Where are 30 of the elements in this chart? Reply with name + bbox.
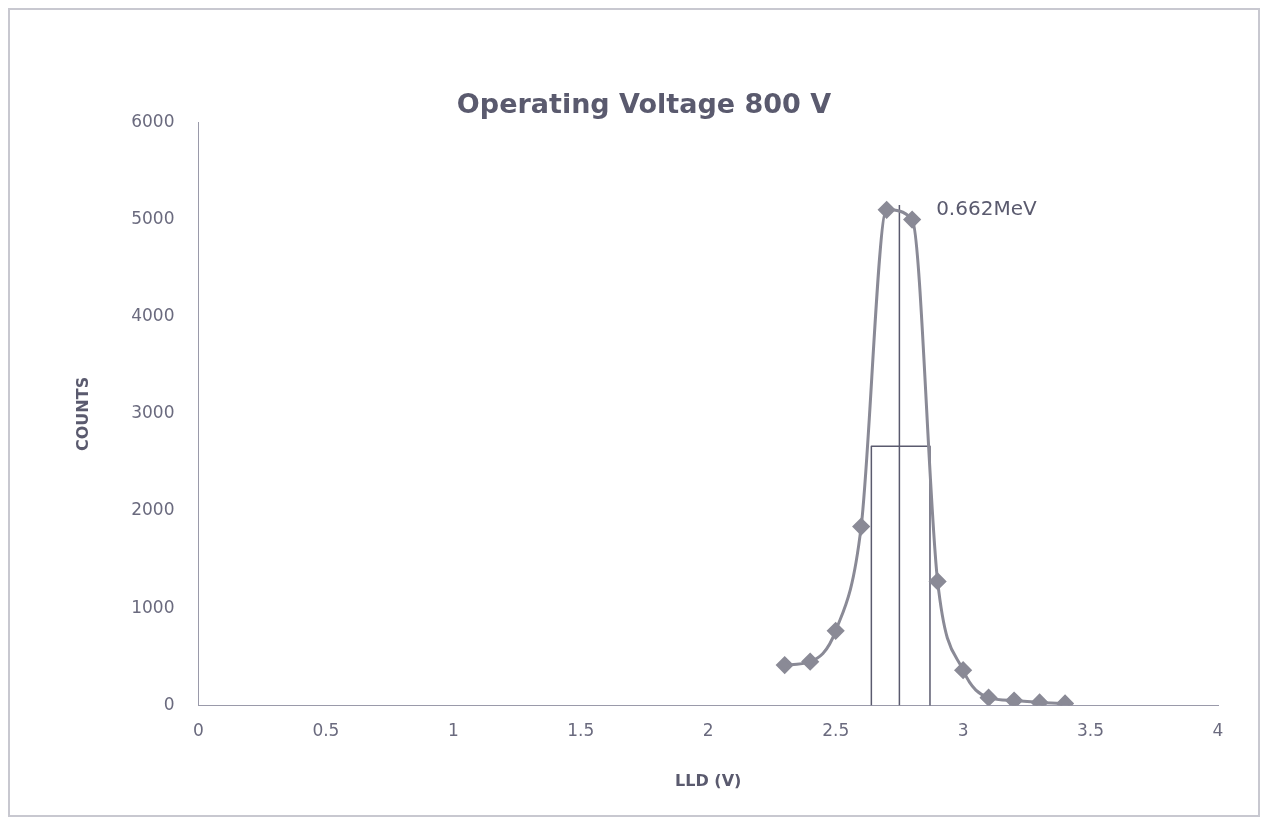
x-tick-label: 2 (702, 720, 714, 741)
annotation: 0.662MeV (936, 195, 1037, 220)
point (980, 689, 998, 706)
point (878, 201, 896, 219)
x-tick-label: 0.5 (312, 720, 340, 741)
point (801, 653, 819, 671)
y-tick-label: 5000 (131, 207, 175, 228)
y-tick-label: 1000 (131, 596, 175, 617)
point (827, 622, 845, 640)
point (776, 656, 794, 674)
x-tick-label: 3.5 (1077, 720, 1105, 741)
point (903, 211, 921, 229)
chart-title: Operating Voltage 800 V (456, 88, 832, 120)
y-axis-title: COUNTS (72, 376, 92, 451)
y-tick-label: 6000 (131, 110, 175, 131)
y-tick-label: 4000 (131, 305, 175, 326)
x-tick-label: 3 (957, 720, 969, 741)
y-tick-label: 2000 (131, 499, 175, 520)
x-tick-label: 4 (1212, 720, 1224, 741)
point (852, 518, 870, 536)
x-tick-label: 1 (447, 720, 459, 741)
point (1005, 692, 1023, 706)
x-axis-title: LLD (V) (675, 770, 742, 790)
y-tick-label: 3000 (131, 402, 175, 423)
y-tick-label: 0 (163, 693, 175, 714)
x-tick-label: 0 (193, 720, 204, 741)
x-tick-label: 2.5 (822, 720, 850, 741)
point (929, 572, 947, 590)
x-tick-label: 1.5 (567, 720, 595, 741)
point (954, 661, 972, 679)
